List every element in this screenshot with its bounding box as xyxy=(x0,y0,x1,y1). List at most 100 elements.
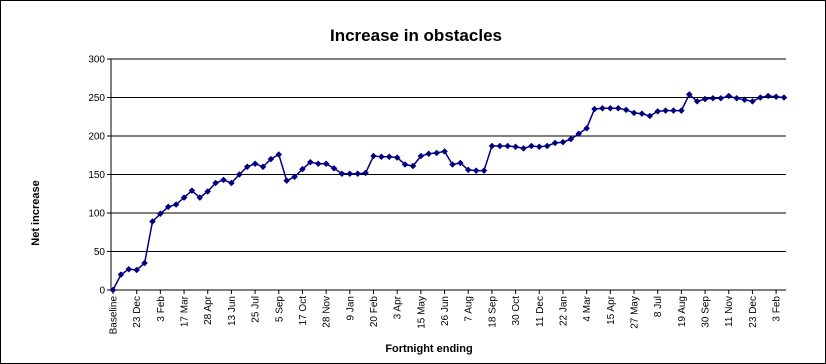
data-point xyxy=(117,271,125,278)
data-point xyxy=(196,194,204,201)
x-tick-label: 5 Sep xyxy=(274,296,285,323)
data-point xyxy=(109,286,117,294)
x-tick-label: 18 Sep xyxy=(487,296,498,328)
data-point xyxy=(599,104,606,112)
data-point xyxy=(449,161,456,168)
data-point xyxy=(275,151,283,158)
data-point xyxy=(441,148,448,155)
data-point xyxy=(306,158,314,166)
data-point xyxy=(164,203,172,211)
data-point xyxy=(638,110,646,118)
data-point xyxy=(180,194,188,201)
data-point xyxy=(480,167,488,175)
data-point xyxy=(338,170,346,178)
x-tick-label: 7 Aug xyxy=(464,296,475,322)
x-tick-label: 3 Apr xyxy=(393,295,404,319)
data-point xyxy=(709,94,717,102)
data-point xyxy=(528,142,535,150)
data-point xyxy=(630,109,638,117)
x-tick-label: 30 Oct xyxy=(511,296,522,326)
data-point xyxy=(583,124,591,132)
data-point xyxy=(701,95,709,103)
data-point xyxy=(425,150,433,158)
chart-title: Increase in obstacles xyxy=(330,26,502,45)
data-point xyxy=(496,142,504,150)
x-tick-label: 30 Sep xyxy=(701,296,712,328)
data-point xyxy=(393,154,401,161)
data-point xyxy=(354,170,362,178)
data-point xyxy=(543,142,551,150)
data-point xyxy=(512,143,519,151)
data-point xyxy=(567,135,575,143)
data-point xyxy=(725,92,733,100)
data-point xyxy=(756,94,764,101)
data-point xyxy=(362,169,369,177)
x-tick-label: 9 Jan xyxy=(345,296,356,320)
data-point xyxy=(693,97,701,105)
data-point xyxy=(685,91,693,98)
data-point xyxy=(235,171,243,178)
data-point xyxy=(299,165,306,173)
x-axis-title: Fortnight ending xyxy=(385,343,472,355)
data-point xyxy=(764,92,772,100)
data-point xyxy=(535,143,543,151)
data-point xyxy=(591,105,598,113)
data-point xyxy=(417,152,425,160)
data-point xyxy=(172,201,180,208)
x-tick-label: 13 Jun xyxy=(227,296,238,326)
y-tick-label: 100 xyxy=(88,209,105,220)
data-point xyxy=(125,265,133,273)
data-point xyxy=(291,173,298,181)
data-point xyxy=(385,153,393,161)
data-point xyxy=(551,139,559,147)
data-point xyxy=(267,155,275,163)
x-tick-label: 19 Aug xyxy=(677,296,688,327)
data-point xyxy=(464,166,472,174)
data-point xyxy=(243,163,251,171)
y-tick-label: 50 xyxy=(94,247,106,258)
y-tick-label: 200 xyxy=(88,132,105,143)
data-point xyxy=(149,218,156,225)
data-point xyxy=(330,164,338,172)
data-point xyxy=(670,107,677,114)
x-tick-label: 17 Oct xyxy=(298,296,309,326)
data-point xyxy=(606,104,614,112)
data-point xyxy=(741,96,748,104)
data-point xyxy=(314,160,322,168)
data-point xyxy=(283,177,291,185)
data-point xyxy=(228,179,235,187)
x-tick-label: 28 Apr xyxy=(203,295,214,325)
x-tick-label: 20 Feb xyxy=(369,296,380,328)
x-tick-label: 4 Mar xyxy=(582,295,593,321)
x-tick-label: 25 Jul xyxy=(251,296,262,323)
y-tick-label: 250 xyxy=(88,93,105,104)
data-point xyxy=(472,167,480,175)
y-tick-label: 0 xyxy=(99,286,105,297)
x-tick-label: 11 Dec xyxy=(535,296,546,327)
x-tick-label: 22 Jan xyxy=(558,296,569,326)
x-tick-label: 26 Jun xyxy=(440,296,451,326)
data-point xyxy=(614,104,622,112)
data-point xyxy=(378,153,385,161)
data-point xyxy=(662,107,669,114)
data-point xyxy=(456,159,464,167)
data-point xyxy=(520,144,527,152)
x-tick-label: 28 Nov xyxy=(322,296,333,328)
data-point xyxy=(504,142,512,150)
data-point xyxy=(346,170,354,178)
data-point xyxy=(749,97,756,105)
data-point xyxy=(678,107,685,114)
plot-area: 0 50 100 150 200 250 300 Baseline 23 Dec 3 Feb 17 … xyxy=(88,55,788,334)
data-point xyxy=(575,130,583,138)
data-point xyxy=(646,112,654,120)
data-point xyxy=(251,160,259,168)
data-point xyxy=(409,162,417,170)
data-point xyxy=(133,266,141,274)
x-tick-label: 3 Feb xyxy=(156,296,167,322)
x-tick-label: 27 May xyxy=(630,296,641,329)
data-point xyxy=(259,163,267,171)
data-point xyxy=(488,142,496,150)
data-point xyxy=(157,210,164,218)
data-point xyxy=(772,93,780,101)
